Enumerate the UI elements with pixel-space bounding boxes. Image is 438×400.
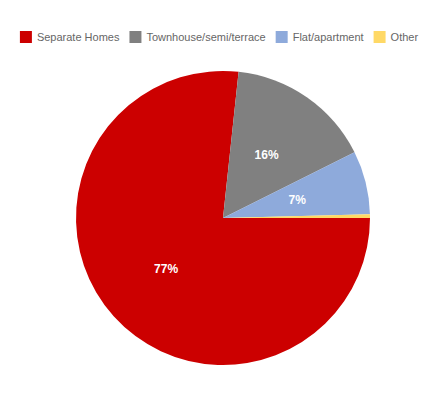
svg-text:Townhouse/semi/terrace: Townhouse/semi/terrace bbox=[146, 31, 265, 43]
svg-text:77%: 77% bbox=[154, 262, 178, 276]
svg-text:16%: 16% bbox=[255, 148, 279, 162]
svg-text:7%: 7% bbox=[289, 193, 307, 207]
svg-text:Other: Other bbox=[391, 31, 419, 43]
svg-text:Separate Homes: Separate Homes bbox=[37, 31, 120, 43]
svg-text:Flat/apartment: Flat/apartment bbox=[293, 31, 364, 43]
